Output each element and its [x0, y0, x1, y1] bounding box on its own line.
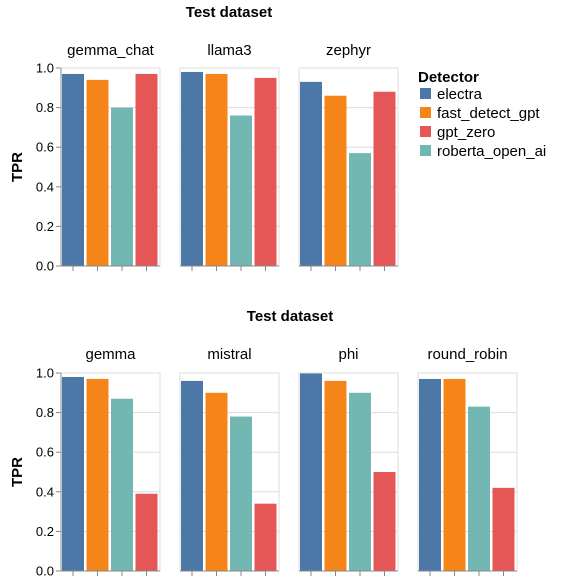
legend-item-roberta_open_ai: roberta_open_ai	[420, 143, 546, 160]
bar-gpt_zero	[492, 487, 515, 571]
bar-roberta_open_ai	[230, 416, 252, 571]
bar-gpt_zero	[135, 493, 158, 571]
bar-fast_detect_gpt	[205, 392, 228, 571]
bar-electra	[419, 378, 441, 571]
legend-item-electra: electra	[420, 86, 483, 103]
y-tick-label: 0.8	[36, 100, 54, 115]
bar-fast_detect_gpt	[324, 380, 347, 571]
bar-fast_detect_gpt	[86, 79, 109, 266]
bar-electra	[181, 71, 203, 267]
y-tick-label: 0.8	[36, 405, 54, 420]
bar-roberta_open_ai	[468, 406, 490, 571]
bar-roberta_open_ai	[111, 107, 133, 266]
bar-electra	[62, 73, 84, 266]
legend-swatch	[420, 88, 431, 99]
facet-label: llama3	[207, 42, 251, 59]
bar-roberta_open_ai	[349, 153, 371, 266]
facet-label: zephyr	[326, 42, 371, 59]
legend-label: gpt_zero	[437, 124, 495, 141]
bar-gpt_zero	[254, 77, 277, 267]
y-axis-label: TPR	[9, 152, 26, 182]
bar-fast_detect_gpt	[324, 95, 347, 266]
bar-roberta_open_ai	[230, 115, 252, 267]
bar-gpt_zero	[373, 472, 396, 571]
y-tick-label: 0.2	[36, 219, 54, 234]
bar-roberta_open_ai	[349, 392, 371, 571]
y-axis-label: TPR	[9, 457, 26, 487]
y-tick-label: 0.4	[36, 179, 54, 194]
legend-swatch	[420, 107, 431, 118]
legend-swatch	[420, 126, 431, 137]
y-tick-label: 0.6	[36, 140, 54, 155]
bar-fast_detect_gpt	[86, 378, 109, 571]
bar-gpt_zero	[373, 91, 396, 266]
bar-gpt_zero	[254, 503, 277, 571]
facet-mistral: mistral	[179, 346, 280, 576]
facet-round_robin: round_robin	[417, 346, 518, 576]
y-tick-label: 0.4	[36, 484, 54, 499]
bar-electra	[300, 373, 322, 571]
facet-label: gemma	[85, 346, 136, 363]
facet-phi: phi	[298, 346, 399, 576]
chart-title: Test dataset	[186, 4, 272, 21]
facet-label: gemma_chat	[67, 42, 155, 59]
facet-gemma_chat: gemma_chat	[60, 42, 161, 271]
facet-label: round_robin	[427, 346, 507, 363]
facet-label: phi	[338, 346, 358, 363]
legend: Detector electra fast_detect_gpt gpt_zeror…	[418, 69, 546, 160]
bar-fast_detect_gpt	[205, 73, 228, 266]
bar-fast_detect_gpt	[443, 378, 466, 571]
y-tick-label: 0.0	[36, 564, 54, 579]
y-tick-label: 1.0	[36, 61, 54, 76]
y-tick-label: 0.0	[36, 259, 54, 274]
chart-title: Test dataset	[247, 308, 333, 325]
charts-layer: Test dataset TPR 0.0 0.2 0.4 0.6 0.8 1.0 gemma_c…	[9, 4, 518, 579]
bar-electra	[181, 380, 203, 571]
bar-electra	[300, 81, 322, 266]
facet-zephyr: zephyr	[298, 42, 399, 271]
legend-swatch	[420, 145, 431, 156]
legend-title: Detector	[418, 69, 479, 86]
facet-gemma: gemma	[60, 346, 161, 576]
facet-label: mistral	[207, 346, 251, 363]
legend-item-fast_detect_gpt: fast_detect_gpt	[420, 105, 540, 122]
y-tick-label: 0.6	[36, 445, 54, 460]
y-tick-label: 1.0	[36, 366, 54, 381]
legend-label: electra	[437, 86, 483, 103]
facet-llama3: llama3	[179, 42, 280, 271]
legend-label: fast_detect_gpt	[437, 105, 540, 122]
legend-item-gpt_zero: gpt_zero	[420, 124, 495, 141]
bar-gpt_zero	[135, 73, 158, 266]
bar-roberta_open_ai	[111, 398, 133, 571]
bar-electra	[62, 376, 84, 571]
y-tick-label: 0.2	[36, 524, 54, 539]
legend-label: roberta_open_ai	[437, 143, 546, 160]
